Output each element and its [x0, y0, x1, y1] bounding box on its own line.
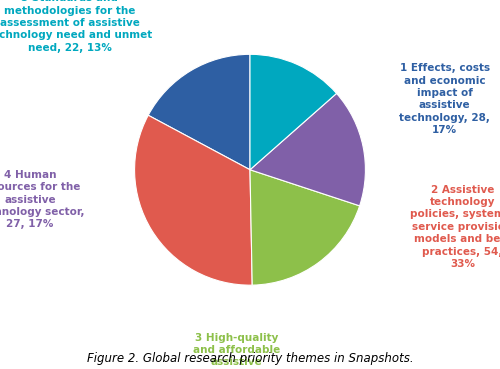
Text: 1 Effects, costs
and economic
impact of
assistive
technology, 28,
17%: 1 Effects, costs and economic impact of …	[400, 63, 490, 135]
Text: Figure 2. Global research priority themes in Snapshots.: Figure 2. Global research priority theme…	[86, 352, 413, 365]
Wedge shape	[134, 115, 252, 285]
Text: 5 Standards and
methodologies for the
assessment of assistive
technology need an: 5 Standards and methodologies for the as…	[0, 0, 152, 53]
Text: 2 Assistive
technology
policies, systems,
service provision
models and best
prac: 2 Assistive technology policies, systems…	[410, 184, 500, 269]
Text: 4 Human
resources for the
assistive
technology sector,
27, 17%: 4 Human resources for the assistive tech…	[0, 170, 84, 230]
Wedge shape	[250, 93, 366, 206]
Wedge shape	[148, 54, 250, 170]
Wedge shape	[250, 54, 336, 170]
Text: 3 High-quality
and affordable
assistive
technology, 32,
20%: 3 High-quality and affordable assistive …	[191, 333, 282, 369]
Wedge shape	[250, 170, 360, 285]
